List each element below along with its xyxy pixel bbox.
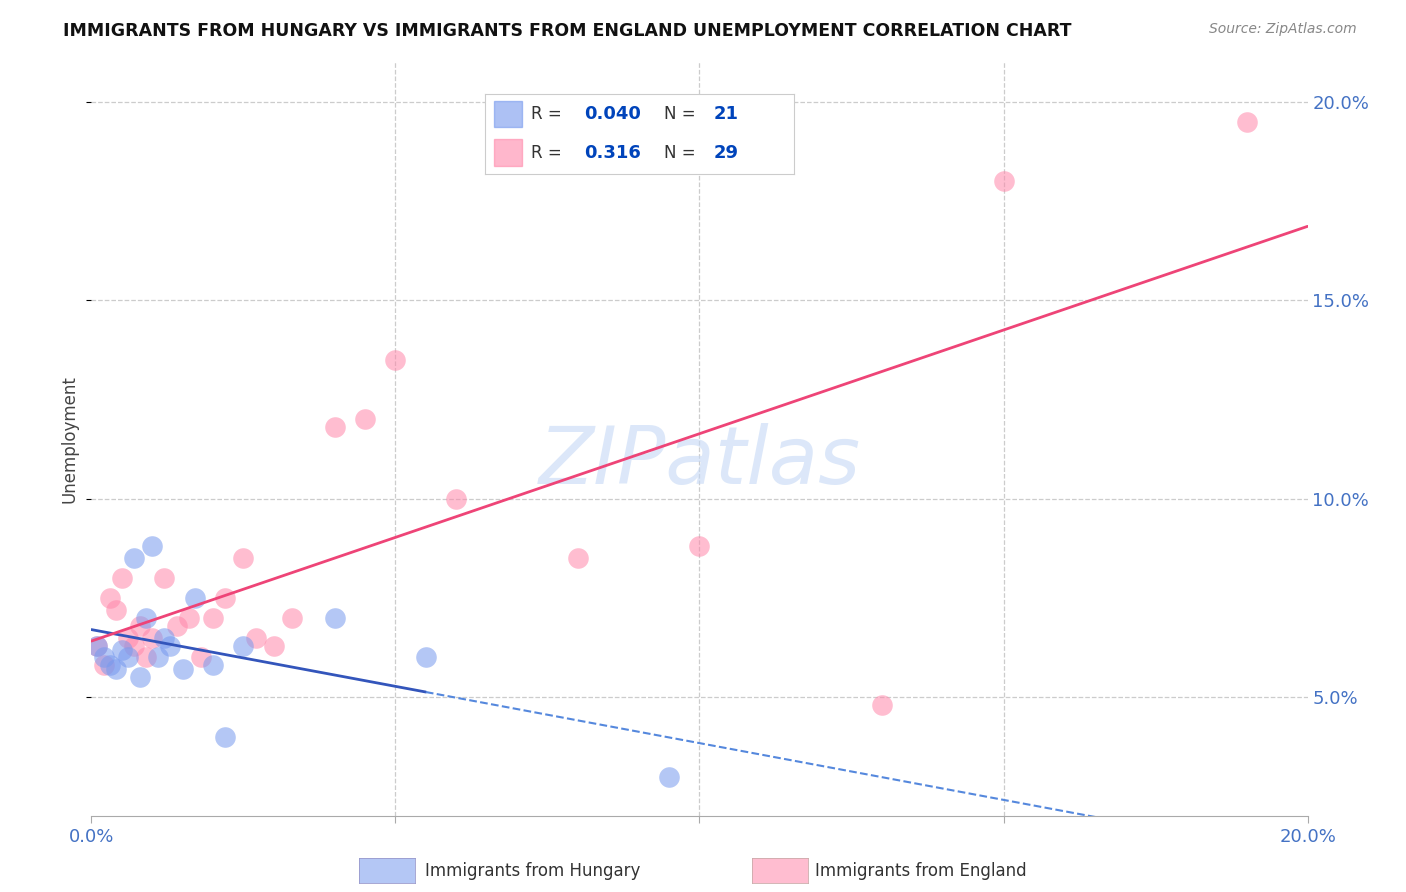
Point xyxy=(141,540,163,554)
Point xyxy=(153,571,176,585)
Point xyxy=(104,603,127,617)
Point xyxy=(688,540,710,554)
Point xyxy=(993,174,1015,188)
Point xyxy=(86,639,108,653)
Point xyxy=(323,611,346,625)
Point xyxy=(135,650,157,665)
Bar xyxy=(495,139,522,166)
Text: 0.040: 0.040 xyxy=(583,105,641,123)
Point xyxy=(444,491,467,506)
Point xyxy=(104,662,127,676)
Point xyxy=(184,591,207,605)
Text: 0.316: 0.316 xyxy=(583,144,641,161)
Point xyxy=(1236,115,1258,129)
Point xyxy=(122,551,145,566)
Point xyxy=(93,658,115,673)
Point xyxy=(141,631,163,645)
Point xyxy=(658,770,681,784)
Point xyxy=(870,698,893,712)
Point xyxy=(323,420,346,434)
Point xyxy=(172,662,194,676)
Point xyxy=(111,642,134,657)
Point xyxy=(111,571,134,585)
Y-axis label: Unemployment: Unemployment xyxy=(60,376,79,503)
Text: N =: N = xyxy=(665,144,702,161)
Point xyxy=(117,631,139,645)
Point xyxy=(202,611,225,625)
Point xyxy=(93,650,115,665)
Point xyxy=(190,650,212,665)
Text: 21: 21 xyxy=(714,105,740,123)
Text: Immigrants from Hungary: Immigrants from Hungary xyxy=(425,862,640,880)
Point xyxy=(567,551,589,566)
Point xyxy=(245,631,267,645)
Point xyxy=(135,611,157,625)
Point xyxy=(263,639,285,653)
Point xyxy=(232,639,254,653)
Bar xyxy=(495,101,522,128)
Point xyxy=(415,650,437,665)
Point xyxy=(129,670,152,684)
Point xyxy=(214,730,236,744)
Point xyxy=(148,650,170,665)
Point xyxy=(117,650,139,665)
Text: N =: N = xyxy=(665,105,702,123)
Point xyxy=(281,611,304,625)
Text: IMMIGRANTS FROM HUNGARY VS IMMIGRANTS FROM ENGLAND UNEMPLOYMENT CORRELATION CHAR: IMMIGRANTS FROM HUNGARY VS IMMIGRANTS FR… xyxy=(63,22,1071,40)
Point xyxy=(232,551,254,566)
Text: Immigrants from England: Immigrants from England xyxy=(815,862,1028,880)
Point xyxy=(166,619,188,633)
Text: R =: R = xyxy=(531,105,568,123)
Text: R =: R = xyxy=(531,144,568,161)
Text: ZIPatlas: ZIPatlas xyxy=(538,423,860,501)
Point xyxy=(354,412,377,426)
Point xyxy=(122,639,145,653)
Point xyxy=(98,591,121,605)
Text: 29: 29 xyxy=(714,144,740,161)
Point xyxy=(214,591,236,605)
Point xyxy=(153,631,176,645)
Point xyxy=(177,611,200,625)
Point xyxy=(202,658,225,673)
Point xyxy=(86,639,108,653)
Point xyxy=(384,353,406,368)
Point xyxy=(159,639,181,653)
Point xyxy=(129,619,152,633)
Text: Source: ZipAtlas.com: Source: ZipAtlas.com xyxy=(1209,22,1357,37)
Point xyxy=(98,658,121,673)
